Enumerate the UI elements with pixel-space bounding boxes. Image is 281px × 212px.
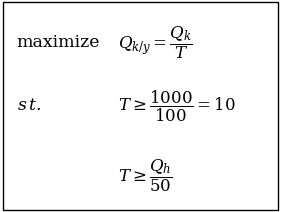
Text: $s\,t.$: $s\,t.$ [17,98,41,114]
Text: $T \geq \dfrac{1000}{100} = 10$: $T \geq \dfrac{1000}{100} = 10$ [118,88,236,124]
Text: maximize: maximize [17,34,100,51]
Text: $Q_{k/y} = \dfrac{Q_k}{T}$: $Q_{k/y} = \dfrac{Q_k}{T}$ [118,24,193,60]
Text: $T \geq \dfrac{Q_h}{50}$: $T \geq \dfrac{Q_h}{50}$ [118,158,173,194]
